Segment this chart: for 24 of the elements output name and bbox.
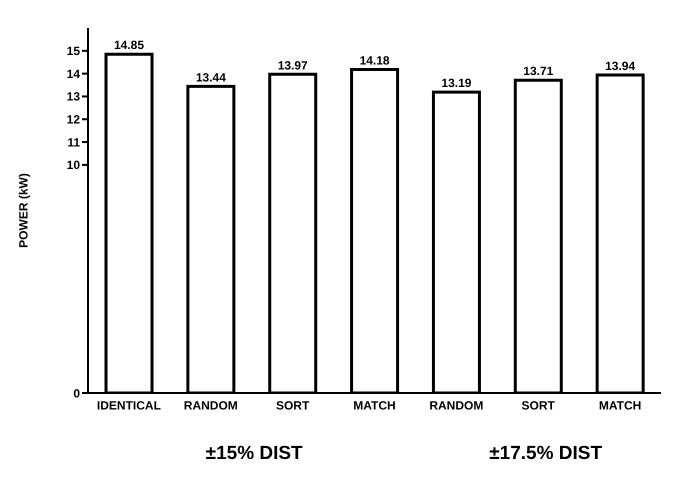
data-label: 13.71 <box>523 64 554 78</box>
y-axis-title: POWER (kW) <box>16 173 30 248</box>
y-tick-label: 0 <box>73 386 80 400</box>
y-tick-label: 15 <box>66 44 80 58</box>
x-tick-label: RANDOM <box>429 398 484 413</box>
x-tick-label: RANDOM <box>184 398 238 413</box>
y-tick-label: 10 <box>66 158 80 172</box>
text: ±17.5% DIST <box>488 443 604 465</box>
data-label: 14.85 <box>114 38 144 52</box>
x-tick-label: MATCH <box>598 398 642 413</box>
data-label: 13.44 <box>196 70 226 84</box>
x-tick-label: SORT <box>522 398 556 413</box>
x-tick-label: MATCH <box>353 398 396 413</box>
y-tick-label: 13 <box>66 90 80 104</box>
x-tick-label: IDENTICAL <box>96 398 161 413</box>
x-tick-label: SORT <box>276 398 310 413</box>
y-tick-label: 12 <box>66 112 80 127</box>
text: ±15% DIST <box>204 443 304 465</box>
data-label: 13.19 <box>441 76 472 90</box>
y-tick-label: 14 <box>66 66 80 81</box>
data-label: 13.97 <box>278 58 308 72</box>
data-label: 14.18 <box>360 54 390 68</box>
data-label: 13.94 <box>605 58 636 73</box>
y-tick-label: 11 <box>67 135 80 150</box>
